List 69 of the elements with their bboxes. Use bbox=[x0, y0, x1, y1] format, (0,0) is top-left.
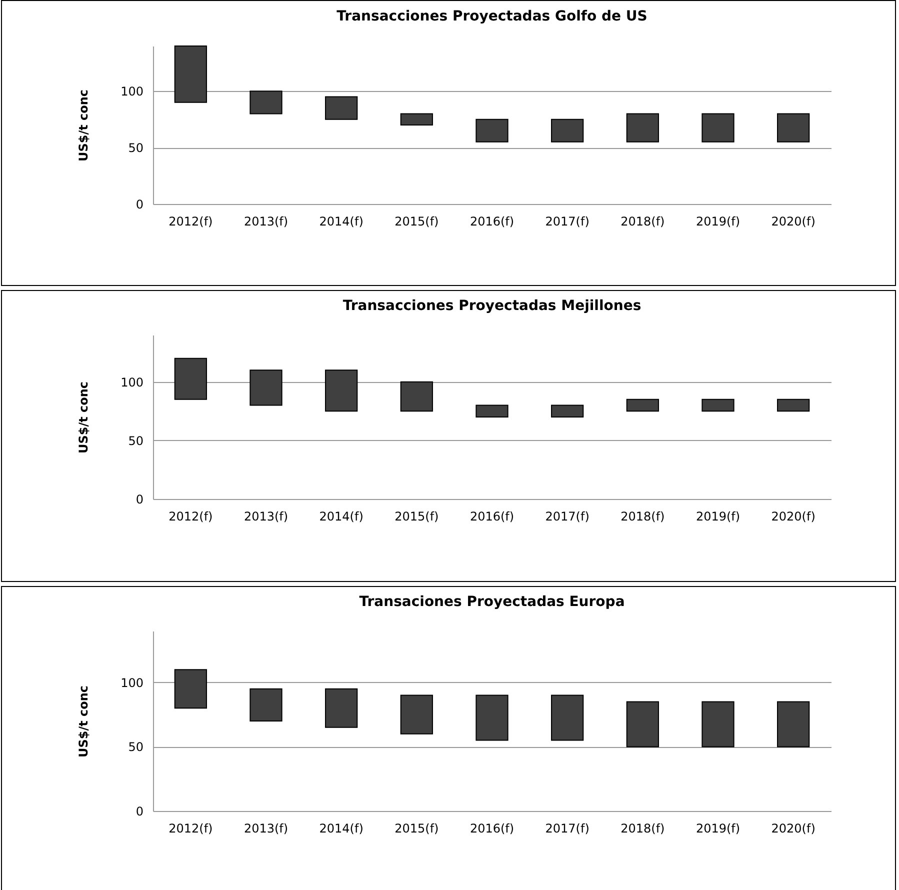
x-tick-label: 2020(f) bbox=[771, 214, 816, 228]
bar bbox=[400, 113, 433, 126]
chart-title: Transacciones Proyectadas Mejillones bbox=[342, 298, 642, 314]
x-tick-label: 2014(f) bbox=[319, 214, 364, 228]
bar bbox=[476, 118, 508, 142]
x-tick-label: 2019(f) bbox=[696, 510, 740, 524]
bar bbox=[325, 96, 358, 120]
y-tick-label: 0 bbox=[136, 804, 144, 818]
bar bbox=[400, 694, 433, 734]
bar bbox=[551, 118, 584, 142]
bar bbox=[702, 398, 734, 412]
x-tick-label: 2013(f) bbox=[244, 510, 288, 524]
bar bbox=[702, 701, 734, 748]
x-tick-label: 2012(f) bbox=[168, 510, 213, 524]
x-tick-label: 2016(f) bbox=[470, 214, 514, 228]
bar bbox=[626, 113, 659, 142]
bar bbox=[174, 669, 207, 709]
y-tick-label: 50 bbox=[128, 740, 144, 754]
y-tick-label: 100 bbox=[120, 676, 144, 690]
y-tick-label: 50 bbox=[128, 141, 144, 156]
x-tick-label: 2017(f) bbox=[545, 214, 590, 228]
x-tick-label: 2018(f) bbox=[620, 510, 665, 524]
bar bbox=[777, 398, 810, 412]
bar bbox=[250, 688, 282, 722]
bar bbox=[174, 46, 207, 103]
x-tick-label: 2016(f) bbox=[470, 510, 514, 524]
bar bbox=[325, 688, 358, 728]
x-tick-label: 2018(f) bbox=[620, 822, 665, 836]
x-tick-label: 2019(f) bbox=[696, 822, 740, 836]
x-tick-label: 2020(f) bbox=[771, 822, 816, 836]
bar bbox=[250, 370, 282, 406]
x-tick-label: 2019(f) bbox=[696, 214, 740, 228]
chart-title: Transacciones Proyectadas Golfo de US bbox=[336, 8, 648, 24]
y-tick-label: 100 bbox=[120, 375, 144, 390]
x-tick-label: 2020(f) bbox=[771, 510, 816, 524]
bar bbox=[551, 694, 584, 741]
y-axis-title: US$/t conc bbox=[76, 381, 91, 454]
x-tick-label: 2017(f) bbox=[545, 822, 590, 836]
x-tick-label: 2015(f) bbox=[394, 822, 439, 836]
x-tick-label: 2013(f) bbox=[244, 822, 288, 836]
y-tick-label: 0 bbox=[136, 492, 144, 506]
bar bbox=[777, 701, 810, 748]
y-axis-title: US$/t conc bbox=[76, 685, 91, 758]
x-tick-label: 2017(f) bbox=[545, 510, 590, 524]
y-axis-title: US$/t conc bbox=[76, 89, 91, 162]
bar bbox=[626, 701, 659, 748]
bar bbox=[702, 113, 734, 142]
bar bbox=[626, 398, 659, 412]
x-tick-label: 2015(f) bbox=[394, 510, 439, 524]
bar bbox=[476, 404, 508, 418]
y-tick-label: 50 bbox=[128, 434, 144, 448]
bar bbox=[325, 370, 358, 412]
y-tick-label: 0 bbox=[136, 198, 144, 212]
bar bbox=[551, 404, 584, 418]
x-tick-label: 2018(f) bbox=[620, 214, 665, 228]
bar bbox=[400, 381, 433, 412]
bar bbox=[250, 90, 282, 114]
x-tick-label: 2012(f) bbox=[168, 822, 213, 836]
x-tick-label: 2016(f) bbox=[470, 822, 514, 836]
x-tick-label: 2012(f) bbox=[168, 214, 213, 228]
bar bbox=[174, 358, 207, 400]
chart-title: Transaciones Proyectadas Europa bbox=[359, 594, 625, 610]
x-tick-label: 2014(f) bbox=[319, 510, 364, 524]
x-tick-label: 2015(f) bbox=[394, 214, 439, 228]
x-tick-label: 2014(f) bbox=[319, 822, 364, 836]
x-tick-label: 2013(f) bbox=[244, 214, 288, 228]
bar bbox=[777, 113, 810, 142]
bar bbox=[476, 694, 508, 741]
y-tick-label: 100 bbox=[120, 84, 144, 99]
